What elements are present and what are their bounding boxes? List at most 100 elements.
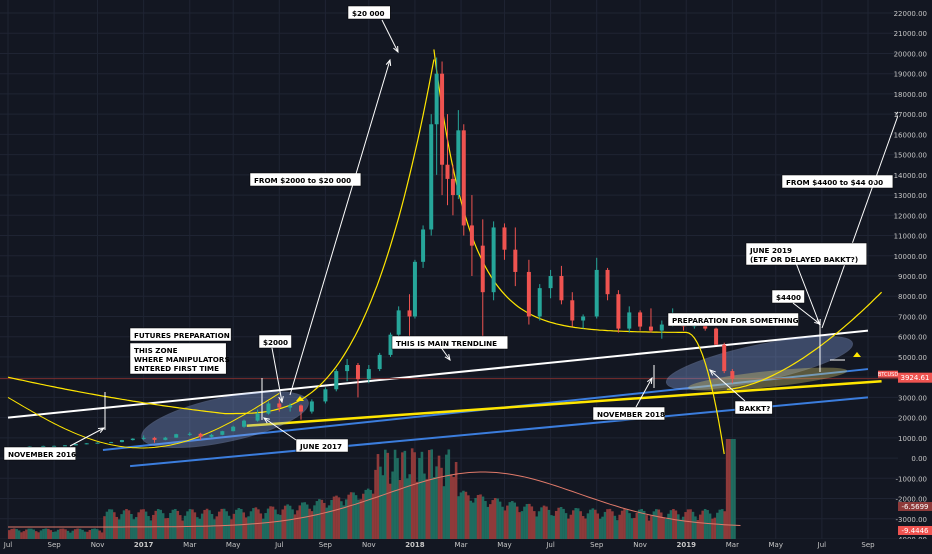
preparation-zone <box>665 336 853 390</box>
volume-bar <box>730 439 734 539</box>
volume-bar <box>8 530 11 539</box>
time-tick-label: 2018 <box>405 541 425 549</box>
volume-bar <box>518 512 521 539</box>
price-tick-label: 10000.00 <box>894 253 927 261</box>
volume-bar <box>430 449 434 539</box>
volume-bar <box>672 508 675 539</box>
volume-bar <box>415 481 419 539</box>
candle-body <box>730 371 735 379</box>
future-rise-curve <box>726 291 883 390</box>
candle-body <box>638 312 643 327</box>
candle-body <box>627 312 632 329</box>
volume-bar <box>127 510 131 539</box>
svg-text:WHERE MANIPULATORS: WHERE MANIPULATORS <box>134 355 230 364</box>
volume-bar <box>154 510 158 539</box>
volume-bar <box>691 511 695 539</box>
candle-body <box>440 73 445 165</box>
volume-bar <box>49 530 53 539</box>
candle-body <box>95 442 100 444</box>
volume-bar <box>283 505 287 539</box>
candle-body <box>450 178 455 196</box>
up-marker-1 <box>296 396 304 401</box>
label-from-4400: FROM $4400 to $44 000 <box>781 174 894 189</box>
volume-bar <box>564 513 568 539</box>
arrow-nov-2016-head <box>97 427 106 433</box>
volume-bar <box>47 528 50 539</box>
candle-body <box>62 445 67 447</box>
volume-bar <box>279 514 282 539</box>
svg-text:$20 000: $20 000 <box>352 9 385 18</box>
symbol-tag <box>878 370 898 378</box>
volume-bar <box>593 509 597 539</box>
candle-body <box>198 433 203 437</box>
candle-body <box>52 445 57 447</box>
volume-bar <box>76 528 79 539</box>
label-2000: $2000 <box>258 334 292 349</box>
volume-bar <box>66 530 70 539</box>
volume-bar <box>318 499 321 539</box>
price-tick-label: 17000.00 <box>894 111 927 119</box>
volume-bar <box>520 511 524 539</box>
time-axis-background <box>0 539 932 550</box>
volume-bar <box>244 517 248 539</box>
volume-bar <box>642 510 646 539</box>
volume-bar <box>601 516 604 539</box>
volume-bar <box>44 528 48 539</box>
price-tick-label: 7000.00 <box>898 313 927 321</box>
price-tick-label: -3000.00 <box>896 516 927 524</box>
candle-body <box>461 130 466 226</box>
candle-body <box>187 433 192 435</box>
volume-bar <box>112 512 116 539</box>
volume-bar <box>257 509 260 539</box>
volume-bar <box>413 452 416 539</box>
volume-bar <box>694 516 697 539</box>
volume-bar <box>203 509 206 539</box>
volume-bar <box>169 512 172 539</box>
volume-bar <box>93 528 97 539</box>
volume-bar <box>213 519 216 539</box>
volume-bar <box>125 508 128 539</box>
volume-bar <box>330 499 333 539</box>
volume-bar <box>608 508 612 539</box>
volume-bar <box>313 505 316 539</box>
volume-bar <box>576 508 580 539</box>
volume-bar <box>503 510 507 539</box>
arrow-2000-to-20000 <box>289 59 391 396</box>
price-tick-label: 6000.00 <box>898 334 927 342</box>
volume-bar <box>17 530 21 539</box>
volume-bar <box>91 528 94 539</box>
price-tick-label: -1000.00 <box>896 475 927 483</box>
volume-bar <box>61 528 65 539</box>
arrow-main-trendline-head <box>444 354 451 362</box>
volume-bar <box>620 510 624 539</box>
candle-body <box>526 271 531 317</box>
arrow-june-2017-head <box>262 417 270 424</box>
label-main-trendline: THIS IS MAIN TRENDLINE <box>391 335 509 350</box>
volume-bar <box>496 498 499 539</box>
volume-bar <box>662 517 665 539</box>
volume-bar <box>686 509 690 539</box>
arrow-bakkt-head <box>709 369 716 376</box>
price-tick-label: 15000.00 <box>894 152 927 160</box>
volume-ma-line <box>8 471 741 528</box>
volume-bar <box>139 509 143 539</box>
arrow-nov-2018 <box>635 377 653 408</box>
volume-bar <box>396 458 399 539</box>
svg-text:PREPARATION FOR SOMETHING: PREPARATION FOR SOMETHING <box>672 316 799 325</box>
volume-bar <box>706 510 709 539</box>
volume-bar <box>64 529 67 539</box>
candle-body <box>491 227 496 293</box>
volume-bar <box>51 531 55 539</box>
volume-bar <box>508 502 512 539</box>
volume-bar <box>467 495 470 539</box>
volume-bar <box>171 509 175 539</box>
volume-bar <box>562 508 565 539</box>
volume-bar <box>98 530 101 539</box>
volume-bar <box>159 509 162 539</box>
volume-bar <box>659 512 663 539</box>
candle-body <box>548 276 553 289</box>
volume-bar <box>249 511 253 539</box>
volume-bar <box>650 515 653 539</box>
